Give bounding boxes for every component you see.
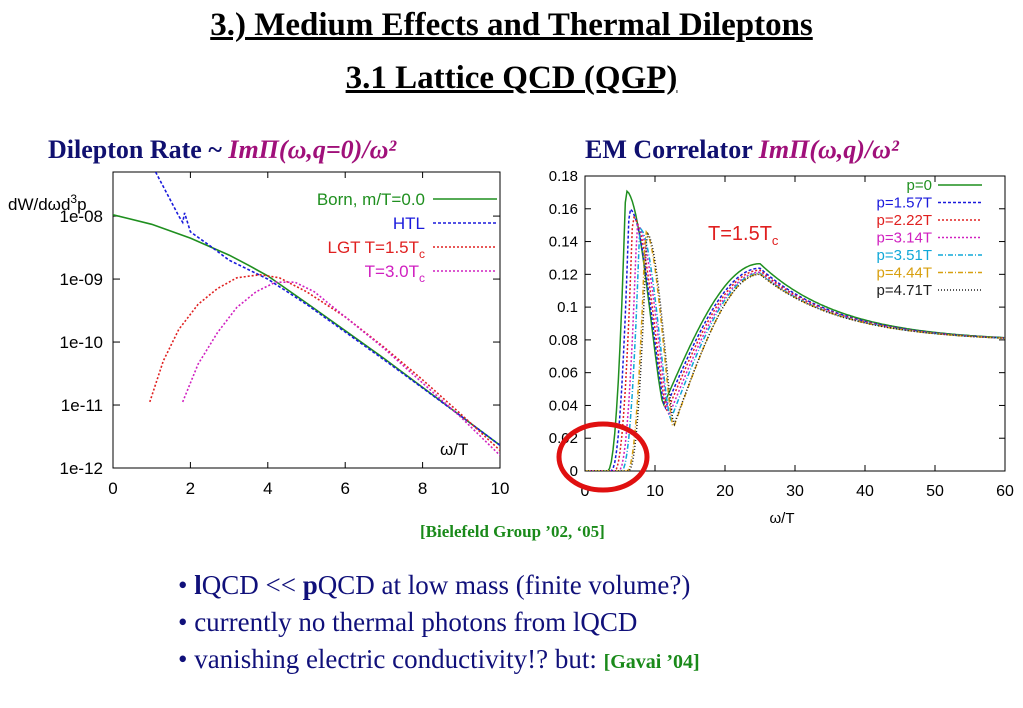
highlight-circle <box>556 421 650 493</box>
legend-label: p=0 <box>907 177 932 194</box>
right-panel-title-math: ImΠ(ω,q)/ω² <box>758 135 899 164</box>
legend-label: p=4.71T <box>877 282 932 299</box>
legend-label: T=3.0Tc <box>365 262 425 285</box>
y-axis-label-suffix: p <box>77 195 86 214</box>
left-panel-title-math: ImΠ(ω,q=0)/ω² <box>228 135 397 164</box>
x-axis-label: ω/T <box>769 510 794 527</box>
bullet-bold-l: l <box>194 570 202 600</box>
bullet-item: • lQCD << pQCD at low mass (finite volum… <box>178 570 691 600</box>
slide-title: 3.) Medium Effects and Thermal Dileptons <box>210 7 813 43</box>
x-tick-label: 30 <box>786 483 804 500</box>
x-tick-label: 20 <box>716 483 734 500</box>
left-panel-title-prefix: Dilepton Rate ~ <box>48 135 229 164</box>
legend-label: LGT T=1.5Tc <box>328 238 426 261</box>
y-tick-label: 1e-12 <box>60 459 103 478</box>
plot-frame <box>112 171 501 469</box>
chart-background <box>5 165 515 535</box>
y-tick-label: 1e-09 <box>60 270 103 289</box>
y-tick-label: 0.08 <box>549 332 578 349</box>
series-line <box>585 227 1005 471</box>
legend-label: p=3.51T <box>877 247 932 264</box>
left-panel-title: Dilepton Rate ~ ImΠ(ω,q=0)/ω² <box>48 134 396 166</box>
legend-label: p=2.22T <box>877 212 932 229</box>
temperature-annotation: T=1.5Tc <box>708 223 779 248</box>
x-tick-label: 6 <box>340 479 349 498</box>
legend-label: p=4.44T <box>877 265 932 282</box>
x-tick-label: 10 <box>491 479 510 498</box>
legend-label: Born, m/T=0.0 <box>317 190 425 209</box>
y-tick-label: 0.06 <box>549 365 578 382</box>
y-tick-label: 0.1 <box>557 299 578 316</box>
x-tick-label: 0 <box>581 483 590 500</box>
series-line <box>181 281 500 456</box>
legend-label: p=3.14T <box>877 230 932 247</box>
bielefeld-reference: [Bielefeld Group ’02, ‘05] <box>420 522 605 541</box>
series-line <box>585 229 1005 471</box>
gavai-reference: [Gavai ’04] <box>603 651 700 673</box>
y-axis-label: dW/dωd3p <box>8 192 87 214</box>
x-tick-label: 50 <box>926 483 944 500</box>
x-tick-label: 0 <box>108 479 117 498</box>
em-correlator-chart: 0 10 20 30 40 50 60 0.18 0.16 0.14 0.12 0.1 0.08 0.06… <box>549 168 1014 527</box>
bullet-item: • vanishing electric conductivity!? but:… <box>178 644 700 674</box>
legend-subscript: c <box>419 271 425 285</box>
y-tick-label: 0.12 <box>549 266 578 283</box>
x-tick-label: 40 <box>856 483 874 500</box>
slide-subtitle: 3.1 Lattice QCD (QGP) <box>345 60 678 96</box>
legend-label: HTL <box>393 214 425 233</box>
series-line <box>585 223 1005 471</box>
x-axis-label: ω/T <box>440 440 468 459</box>
y-tick-label: 0.04 <box>549 397 578 414</box>
series-line <box>154 172 500 446</box>
x-tick-label: 8 <box>418 479 427 498</box>
y-tick-label: 0 <box>570 463 578 480</box>
y-tick-label: 1e-08 <box>60 207 103 226</box>
bullet-list: • lQCD << pQCD at low mass (finite volum… <box>178 567 700 681</box>
x-tick-label: 2 <box>186 479 195 498</box>
dilepton-rate-chart: 0 2 4 6 8 10 1e-08 1e-09 1e-10 1e-11 1e-12 Born, m/… <box>5 165 515 535</box>
superscript: 3 <box>70 192 77 206</box>
right-panel-title-prefix: EM Correlator <box>585 135 759 164</box>
plot-frame <box>584 175 1006 472</box>
series-line <box>585 232 1005 471</box>
legend-subscript: c <box>419 247 425 261</box>
bullet-text: vanishing electric conductivity!? but: <box>194 644 604 674</box>
x-tick-label: 10 <box>646 483 664 500</box>
y-tick-label: 0.16 <box>549 201 578 218</box>
bullet-item: • currently no thermal photons from lQCD <box>178 607 638 637</box>
y-tick-label: 0.18 <box>549 168 578 185</box>
bullet-text: QCD << <box>201 570 303 600</box>
x-tick-label: 4 <box>263 479 272 498</box>
series-line <box>113 214 500 446</box>
y-tick-label: 0.14 <box>549 234 578 251</box>
bullet-text: QCD at low mass (finite volume?) <box>317 570 691 600</box>
y-tick-label: 1e-10 <box>60 333 103 352</box>
y-tick-label: 1e-11 <box>61 396 103 415</box>
series-line <box>149 273 500 451</box>
x-tick-label: 60 <box>996 483 1014 500</box>
bullet-text: currently no thermal photons from lQCD <box>194 607 638 637</box>
bullet-bold-p: p <box>302 570 318 600</box>
annotation-subscript: c <box>772 233 779 248</box>
right-panel-title: EM Correlator ImΠ(ω,q)/ω² <box>585 134 899 166</box>
legend-label: p=1.57T <box>877 195 932 212</box>
